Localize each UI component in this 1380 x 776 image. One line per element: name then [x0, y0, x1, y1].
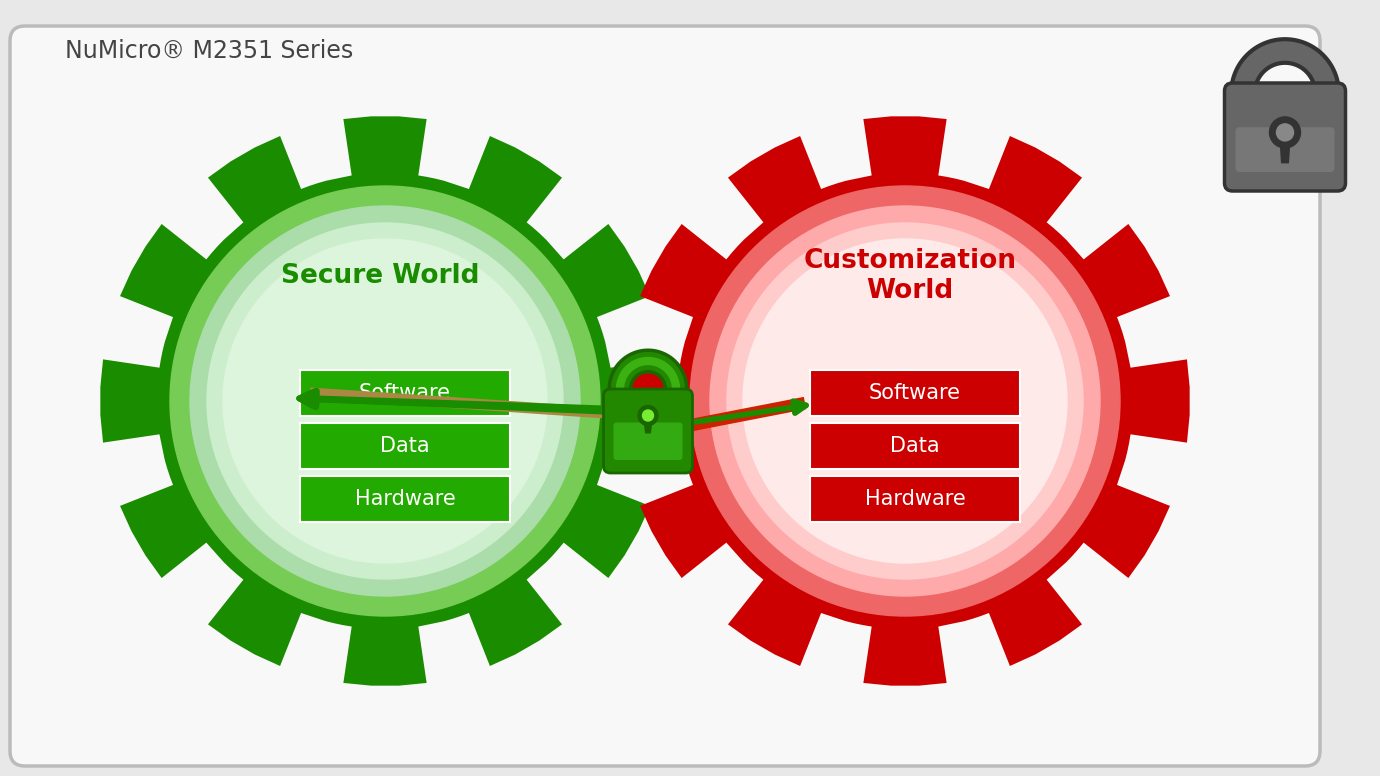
Circle shape — [643, 410, 654, 421]
Circle shape — [638, 406, 658, 425]
Circle shape — [170, 186, 600, 616]
Text: Hardware: Hardware — [865, 489, 966, 509]
Text: Secure World: Secure World — [280, 263, 479, 289]
Text: Data: Data — [380, 436, 429, 456]
Text: Software: Software — [359, 383, 451, 403]
Text: Data: Data — [890, 436, 940, 456]
Circle shape — [1270, 117, 1300, 148]
Polygon shape — [621, 116, 1190, 686]
Circle shape — [742, 239, 1067, 563]
Polygon shape — [101, 116, 669, 686]
Circle shape — [224, 239, 546, 563]
Text: Customization
World: Customization World — [803, 248, 1017, 304]
Circle shape — [690, 186, 1121, 616]
Circle shape — [190, 206, 580, 596]
FancyBboxPatch shape — [299, 370, 511, 416]
Text: NuMicro® M2351 Series: NuMicro® M2351 Series — [65, 39, 353, 63]
FancyBboxPatch shape — [603, 389, 693, 473]
FancyBboxPatch shape — [810, 370, 1020, 416]
Circle shape — [727, 223, 1083, 579]
FancyBboxPatch shape — [1235, 127, 1334, 172]
FancyBboxPatch shape — [299, 476, 511, 522]
FancyBboxPatch shape — [10, 26, 1321, 766]
Circle shape — [1276, 124, 1293, 141]
Circle shape — [709, 206, 1100, 596]
FancyBboxPatch shape — [1224, 83, 1346, 191]
FancyBboxPatch shape — [299, 423, 511, 469]
Text: Software: Software — [869, 383, 960, 403]
FancyBboxPatch shape — [810, 423, 1020, 469]
Polygon shape — [643, 421, 653, 434]
FancyBboxPatch shape — [810, 476, 1020, 522]
Circle shape — [207, 223, 563, 579]
Text: Hardware: Hardware — [355, 489, 455, 509]
FancyBboxPatch shape — [614, 422, 683, 460]
Polygon shape — [1279, 140, 1290, 164]
